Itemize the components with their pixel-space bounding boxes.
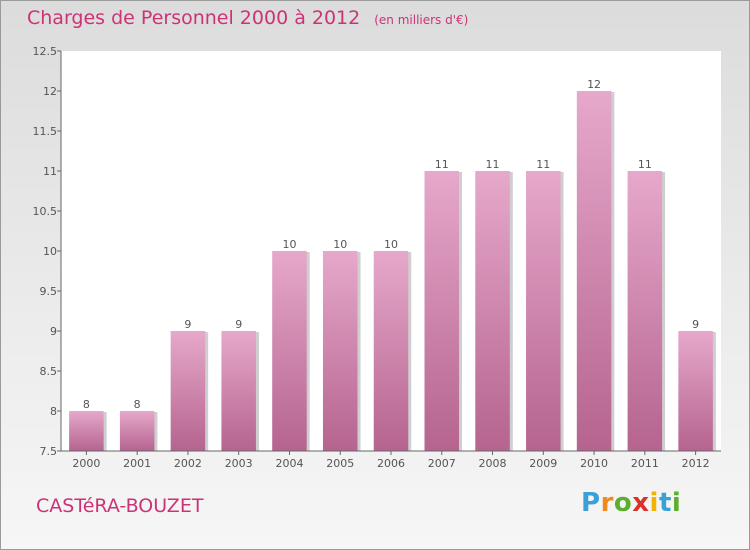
x-tick-label: 2008 — [479, 457, 507, 470]
x-tick-label: 2011 — [631, 457, 659, 470]
bar-value-label: 11 — [536, 158, 550, 171]
bar — [322, 251, 358, 451]
bar-value-label: 9 — [235, 318, 242, 331]
chart-title: Charges de Personnel 2000 à 2012 (en mill… — [27, 7, 468, 29]
y-tick-label: 8.5 — [40, 365, 58, 378]
bar-value-label: 11 — [486, 158, 500, 171]
bar — [119, 411, 155, 451]
bar — [576, 91, 612, 451]
x-tick-label: 2001 — [123, 457, 151, 470]
proxiti-logo: Proxiti — [581, 488, 682, 518]
x-tick-label: 2004 — [275, 457, 303, 470]
y-tick-label: 12.5 — [33, 45, 58, 58]
x-tick-label: 2012 — [682, 457, 710, 470]
x-tick-label: 2002 — [174, 457, 202, 470]
x-tick-label: 2000 — [72, 457, 100, 470]
y-tick-label: 11 — [43, 165, 57, 178]
bar — [424, 171, 460, 451]
bar-value-label: 9 — [692, 318, 699, 331]
chart-title-text: Charges de Personnel 2000 à 2012 — [27, 7, 361, 29]
bar-value-label: 10 — [282, 238, 296, 251]
x-tick-label: 2009 — [529, 457, 557, 470]
bar-value-label: 11 — [638, 158, 652, 171]
bar — [678, 331, 713, 451]
bar-value-label: 10 — [384, 238, 398, 251]
y-tick-label: 10.5 — [33, 205, 58, 218]
bar — [272, 251, 307, 451]
y-tick-label: 7.5 — [40, 445, 58, 458]
x-tick-label: 2007 — [428, 457, 456, 470]
bar — [526, 171, 561, 451]
bar-value-label: 11 — [435, 158, 449, 171]
bar — [373, 251, 409, 451]
place-name: CASTéRA-BOUZET — [36, 495, 204, 517]
y-tick-label: 12 — [43, 85, 57, 98]
chart-unit: (en milliers d'€) — [374, 13, 469, 27]
bar-value-label: 8 — [134, 398, 141, 411]
bar-value-label: 8 — [83, 398, 90, 411]
x-tick-label: 2005 — [326, 457, 354, 470]
y-tick-label: 9.5 — [40, 285, 58, 298]
bar — [475, 171, 510, 451]
x-tick-label: 2003 — [225, 457, 253, 470]
y-tick-label: 11.5 — [33, 125, 58, 138]
bar-value-label: 10 — [333, 238, 347, 251]
y-tick-label: 10 — [43, 245, 57, 258]
bar — [69, 411, 104, 451]
bar — [221, 331, 256, 451]
y-tick-label: 9 — [50, 325, 57, 338]
bar — [170, 331, 206, 451]
x-tick-label: 2006 — [377, 457, 405, 470]
y-tick-label: 8 — [50, 405, 57, 418]
bar-value-label: 9 — [184, 318, 191, 331]
x-tick-label: 2010 — [580, 457, 608, 470]
bar-value-label: 12 — [587, 78, 601, 91]
bar — [627, 171, 663, 451]
